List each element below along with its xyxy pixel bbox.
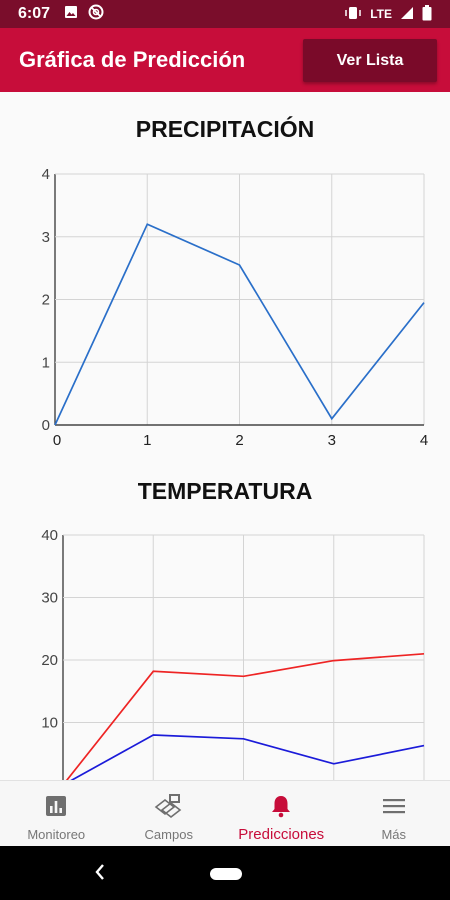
x-tick-label: 2 [235,432,243,449]
vibrate-icon [344,6,362,23]
y-tick-label: 40 [41,527,58,544]
temperature-chart: 10 20 30 40 [41,527,425,780]
x-tick-label: 0 [53,432,61,449]
app-bar: Gráfica de Predicción Ver Lista [0,28,450,92]
system-navigation-bar [0,846,450,900]
ver-lista-button[interactable]: Ver Lista [303,39,437,82]
x-tick-label: 3 [328,432,336,449]
bottom-navigation: Monitoreo Campos Predicciones Más [0,780,450,846]
network-type: LTE [370,7,392,21]
nav-item-monitoreo[interactable]: Monitoreo [0,781,113,846]
nav-item-mas[interactable]: Más [338,781,450,846]
bar-chart-icon [45,793,67,819]
y-tick-label: 1 [42,354,50,371]
back-icon[interactable] [92,862,108,887]
page-title: Gráfica de Predicción [19,47,246,72]
y-tick-label: 4 [42,166,50,183]
y-tick-label: 10 [41,715,58,732]
nav-label-mas: Más [381,827,407,842]
home-button[interactable] [210,868,242,880]
battery-icon [422,4,432,24]
x-tick-label: 1 [143,432,151,449]
status-bar: 6:07 LTE [0,0,450,28]
nav-item-predicciones[interactable]: Predicciones [225,781,338,846]
y-tick-label: 20 [41,652,58,669]
y-tick-label: 0 [42,417,50,434]
precipitation-chart: 0 1 2 3 4 0 1 2 3 4 [42,166,429,449]
fields-layers-icon [154,793,184,819]
image-icon [64,5,78,24]
series-line-1 [70,734,425,780]
x-tick-label: 4 [420,432,428,449]
nav-label-predicciones: Predicciones [238,826,325,843]
no-disturb-icon [88,4,104,25]
series-line-0 [54,223,425,426]
precipitation-chart-title: PRECIPITACIÓN [135,116,315,142]
y-tick-label: 2 [42,292,50,309]
signal-icon [400,6,414,23]
bell-icon [270,793,292,819]
status-time: 6:07 [18,5,51,22]
temperature-chart-title: TEMPERATURA [137,478,313,504]
series-line-0 [65,652,425,780]
y-tick-label: 30 [41,590,58,607]
nav-label-monitoreo: Monitoreo [27,827,86,842]
menu-icon [382,793,405,819]
nav-label-campos: Campos [144,827,193,842]
y-tick-label: 3 [42,229,50,246]
nav-item-campos[interactable]: Campos [113,781,226,846]
